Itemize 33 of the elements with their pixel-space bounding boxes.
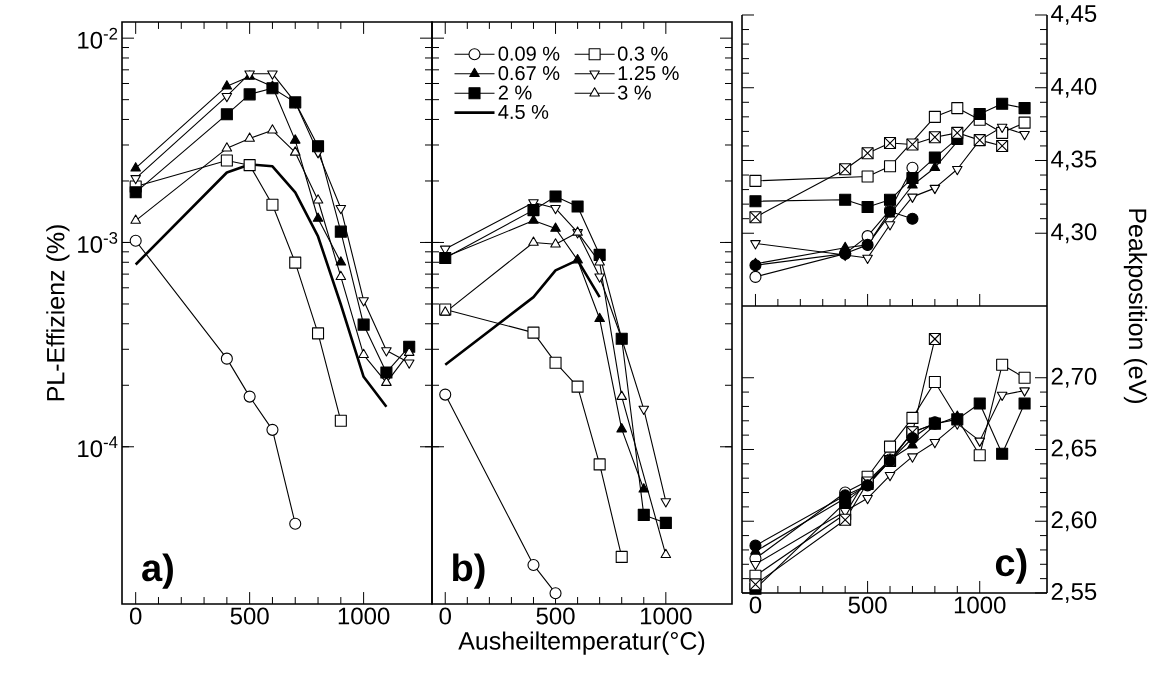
y-tick-label: 4,35 [1051, 150, 1097, 171]
y-tick-label: 4,45 [1051, 5, 1097, 25]
legend-label: 0.09 % [498, 46, 560, 61]
annotation: b) [453, 553, 485, 589]
y-axis-title: PL-Effizienz (%) [46, 225, 70, 401]
x-tick-label: 500 [230, 607, 269, 625]
x-tick-label: 0 [749, 596, 762, 614]
legend-label: 0.67 % [498, 66, 560, 81]
y-tick-label: 4,30 [1051, 223, 1097, 244]
x-tick-label: 1000 [338, 607, 390, 625]
x-tick-label: 0 [439, 607, 451, 625]
y-tick-label: 2,65 [1051, 439, 1097, 460]
y-tick-label: 10$^{-3}$ [78, 231, 118, 253]
x-tick-label: 500 [536, 607, 575, 625]
y-tick-label: 2,70 [1051, 367, 1097, 388]
legend-label: 3 % [617, 85, 651, 100]
y-axis-title: Peakposition (eV) [1123, 209, 1148, 404]
y-tick-label: 10$^{-2}$ [78, 27, 118, 49]
legend-label: 1.25 % [618, 66, 679, 81]
y-tick-label: 4,40 [1051, 77, 1097, 98]
legend-label: 4.5 % [498, 104, 549, 120]
x-tick-label: 1000 [954, 596, 1006, 614]
legend-label: 0.3 % [617, 46, 668, 61]
x-axis-title: Ausheiltemperatur(°C) [458, 631, 705, 655]
x-tick-label: 1000 [640, 607, 692, 625]
x-tick-label: 0 [129, 607, 142, 625]
x-tick-label: 500 [848, 596, 887, 614]
annotation: a) [142, 553, 173, 589]
y-tick-label: 10$^{-4}$ [78, 436, 118, 458]
y-tick-label: 2,55 [1051, 583, 1097, 603]
annotation: c) [995, 548, 1027, 584]
y-tick-label: 2,60 [1051, 511, 1097, 532]
legend-label: 2 % [498, 85, 532, 100]
